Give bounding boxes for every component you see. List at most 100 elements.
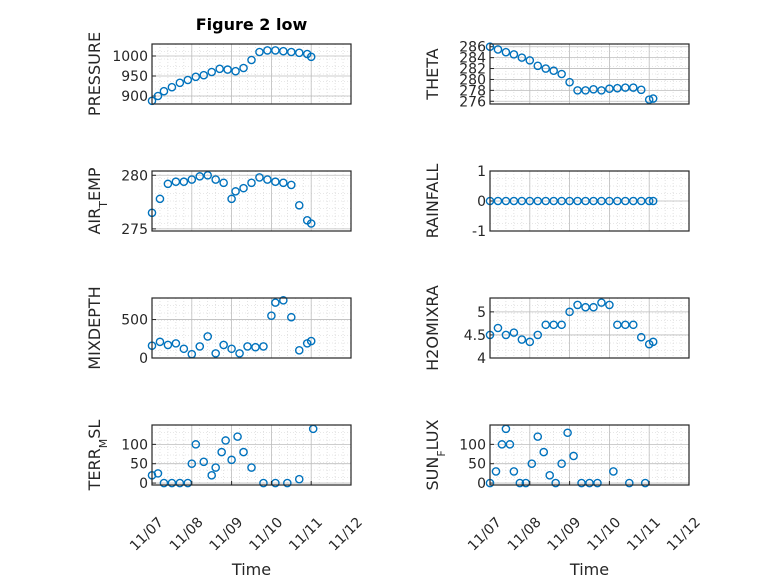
y-tick-label: 0 (477, 194, 486, 210)
y-axis-label: MIXDEPTH (85, 286, 104, 369)
data-point (493, 196, 503, 206)
data-point (589, 84, 598, 94)
data-point (187, 175, 197, 184)
y-tick-label: 4.5 (464, 328, 486, 344)
data-point (239, 447, 248, 457)
data-point (167, 82, 177, 92)
data-point (625, 478, 634, 488)
data-point (231, 66, 240, 76)
data-point (259, 342, 268, 351)
subplot-rainfall: -1 0 1 RAINFALL (423, 164, 690, 240)
x-tick-label: 11/10 (246, 515, 286, 555)
data-point (243, 342, 252, 351)
data-point (255, 47, 264, 57)
data-point (159, 86, 169, 96)
x-tick-label: 11/07 (127, 515, 167, 555)
data-point (247, 55, 256, 65)
data-point (221, 436, 230, 445)
subplot-terr-msl: 0 50 100 TERRMSL 11/07 11/08 11/09 11/10 11/11 11… (85, 420, 366, 579)
data-point (501, 196, 511, 206)
data-point (191, 72, 201, 82)
data-point (621, 196, 630, 206)
data-point (648, 94, 658, 103)
data-point (203, 332, 213, 341)
data-point (563, 428, 572, 438)
data-point (581, 302, 590, 312)
data-point (621, 320, 630, 330)
axes-frame (489, 424, 690, 486)
subplot-mixdepth: 0 500 MIXDEPTH (85, 286, 352, 370)
data-point (573, 300, 582, 310)
data-point (636, 332, 646, 342)
data-point (533, 61, 543, 71)
axes-frame (151, 43, 352, 105)
subplot-air-temp: 275 280 AIRTEMP (85, 167, 352, 238)
data-point (179, 177, 189, 187)
x-tick-label: 11/12 (326, 515, 366, 555)
data-point (569, 451, 578, 461)
data-point (199, 70, 209, 80)
data-point (644, 196, 654, 206)
data-point (227, 455, 236, 465)
data-point (517, 53, 527, 62)
data-point (593, 478, 602, 488)
data-point (171, 339, 181, 348)
data-point (573, 196, 582, 206)
data-point (545, 471, 555, 480)
y-tick-label: 1 (477, 164, 486, 180)
data-point (267, 311, 276, 320)
data-point (286, 180, 296, 190)
data-point (517, 196, 527, 206)
data-point (525, 196, 535, 206)
data-point (294, 474, 304, 484)
data-point (231, 187, 240, 196)
y-tick-label: 100 (121, 437, 148, 453)
data-point (613, 83, 622, 93)
data-point (271, 298, 280, 307)
data-point (263, 175, 272, 184)
data-point (541, 64, 551, 73)
y-tick-label: 278 (459, 83, 486, 99)
y-tick-label: 0 (139, 476, 148, 492)
data-point (263, 46, 272, 55)
data-point (219, 340, 228, 350)
data-point (589, 196, 598, 206)
y-tick-label: 0 (139, 351, 148, 367)
data-point (306, 336, 316, 346)
data-point (283, 478, 292, 488)
data-point (271, 46, 280, 55)
data-point (597, 196, 606, 206)
y-axis-label: H2OMIXRA (423, 285, 442, 371)
data-point (203, 170, 213, 180)
data-point (565, 77, 574, 87)
data-point (215, 64, 224, 74)
x-axis-label: Time (569, 560, 609, 579)
y-tick-label: 900 (121, 89, 148, 105)
data-point (533, 432, 543, 441)
data-point (541, 196, 551, 206)
y-tick-label: 50 (468, 457, 486, 473)
x-tick-label: 11/09 (207, 515, 247, 555)
y-axis-label: TERRMSL (85, 420, 110, 492)
axes-frame (489, 170, 690, 232)
axes-frame (151, 170, 352, 232)
data-point (501, 330, 511, 340)
data-point (609, 467, 618, 476)
data-point (525, 56, 535, 65)
data-point (195, 172, 205, 181)
data-point (539, 447, 549, 457)
x-axis-label: Time (231, 560, 271, 579)
data-point (279, 296, 288, 305)
data-point (533, 196, 543, 206)
data-point (491, 467, 501, 476)
data-point (515, 478, 525, 488)
y-tick-label: 950 (121, 69, 148, 85)
data-point (286, 47, 296, 57)
data-point (239, 63, 248, 73)
data-point (541, 320, 551, 330)
axes-frame (151, 297, 352, 359)
data-point (286, 312, 296, 322)
y-tick-label: 5 (477, 305, 486, 321)
data-point (636, 196, 646, 206)
